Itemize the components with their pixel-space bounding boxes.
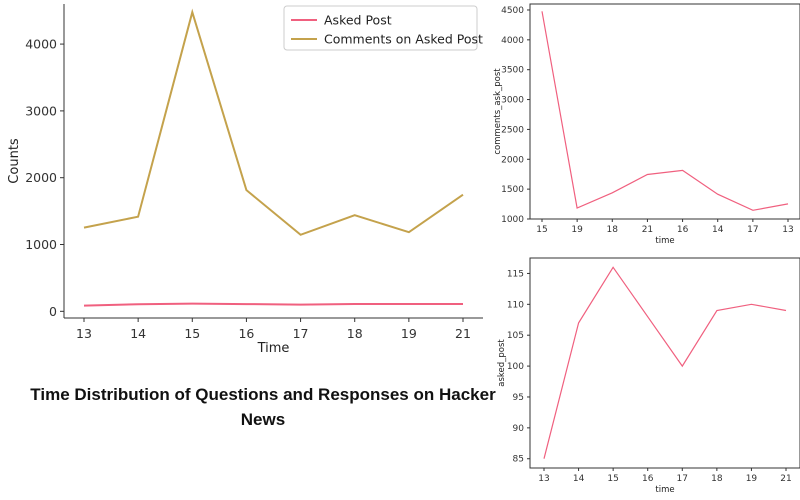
x-tick-label: 21 bbox=[455, 326, 471, 341]
y-axis-label: comments_ask_post bbox=[493, 68, 503, 155]
x-tick-label: 16 bbox=[238, 326, 254, 341]
y-tick-label: 95 bbox=[513, 393, 524, 403]
y-tick-label: 2000 bbox=[501, 155, 524, 165]
figure-caption: Time Distribution of Questions and Respo… bbox=[30, 385, 496, 429]
x-tick-label: 17 bbox=[747, 225, 758, 235]
x-tick-label: 15 bbox=[536, 225, 547, 235]
x-tick-label: 18 bbox=[347, 326, 363, 341]
series-line-comments-on-asked-post bbox=[83, 8, 464, 236]
y-tick-label: 1500 bbox=[501, 185, 524, 195]
y-tick-label: 2500 bbox=[501, 125, 524, 135]
y-tick-label: 110 bbox=[507, 300, 524, 310]
y-axis-label: Counts bbox=[7, 138, 22, 184]
y-tick-label: 1000 bbox=[25, 237, 57, 252]
main-line-chart: 0 1000 2000 3000 4000 13 14 15 16 17 18 19 21 Time Cou… bbox=[7, 4, 483, 356]
x-tick-label: 18 bbox=[711, 474, 723, 484]
x-tick-label: 13 bbox=[76, 326, 92, 341]
y-tick-label: 3000 bbox=[25, 103, 57, 118]
x-tick-label: 13 bbox=[782, 225, 793, 235]
x-axis-label: Time bbox=[257, 341, 290, 356]
x-tick-label: 19 bbox=[401, 326, 417, 341]
x-tick-label: 19 bbox=[571, 225, 583, 235]
y-tick-label: 4000 bbox=[501, 36, 524, 46]
x-tick-label: 19 bbox=[746, 474, 758, 484]
y-axis-label: asked_post bbox=[497, 339, 507, 387]
y-tick-label: 4000 bbox=[25, 37, 57, 52]
x-tick-label: 16 bbox=[677, 225, 689, 235]
x-tick-label: 21 bbox=[780, 474, 791, 484]
legend-box bbox=[283, 5, 478, 51]
x-tick-label: 16 bbox=[642, 474, 654, 484]
x-tick-label: 18 bbox=[607, 225, 619, 235]
x-tick-label: 17 bbox=[677, 474, 688, 484]
y-tick-label: 90 bbox=[513, 424, 525, 434]
y-tick-label: 4500 bbox=[501, 6, 524, 16]
series-line-asked-post bbox=[83, 302, 463, 307]
x-tick-label: 14 bbox=[573, 474, 585, 484]
legend-entry: Asked Post bbox=[324, 13, 392, 28]
x-tick-label: 14 bbox=[130, 326, 146, 341]
x-axis-label: time bbox=[655, 236, 674, 246]
x-tick-label: 21 bbox=[642, 225, 653, 235]
y-tick-label: 3500 bbox=[501, 66, 524, 76]
plot-frame bbox=[529, 257, 800, 469]
comments-ask-post-chart: 1000 1500 2000 2500 3000 3500 4000 4500 15 19 18 21… bbox=[493, 3, 800, 246]
x-axis-label: time bbox=[655, 485, 674, 495]
legend-entry: Comments on Asked Post bbox=[324, 32, 483, 47]
x-tick-label: 15 bbox=[607, 474, 618, 484]
x-tick-label: 14 bbox=[712, 225, 724, 235]
y-tick-label: 85 bbox=[513, 455, 524, 465]
x-tick-label: 13 bbox=[538, 474, 549, 484]
x-tick-label: 17 bbox=[293, 326, 309, 341]
series-line bbox=[541, 11, 789, 211]
y-tick-label: 2000 bbox=[25, 170, 57, 185]
legend: Asked Post Comments on Asked Post bbox=[283, 5, 483, 51]
series-line bbox=[543, 266, 787, 459]
y-tick-label: 105 bbox=[507, 331, 524, 341]
y-tick-label: 1000 bbox=[501, 215, 524, 225]
y-tick-label: 115 bbox=[507, 269, 524, 279]
x-tick-label: 15 bbox=[184, 326, 200, 341]
y-tick-label: 100 bbox=[507, 362, 524, 372]
y-tick-label: 0 bbox=[49, 304, 57, 319]
y-tick-label: 3000 bbox=[501, 96, 524, 106]
plot-frame bbox=[529, 3, 800, 220]
asked-post-chart: 85 90 95 100 105 110 115 13 14 15 16 17 18 19 21 time as… bbox=[497, 257, 800, 495]
